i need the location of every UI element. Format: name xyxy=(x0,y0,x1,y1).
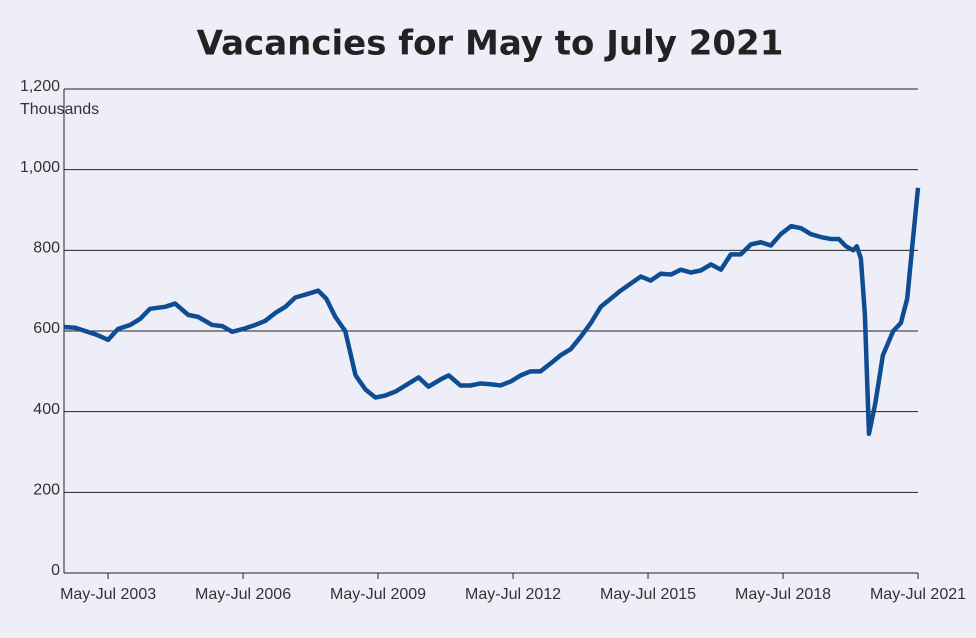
data-line xyxy=(63,187,921,437)
y-tick-label: 400 xyxy=(33,401,60,418)
x-tick-label: May-Jul 2021 xyxy=(870,586,966,603)
y-tick-label: 0 xyxy=(51,562,60,579)
y-tick-label: 800 xyxy=(33,240,60,257)
y-tick-label: 600 xyxy=(33,320,60,337)
x-tick-label: May-Jul 2015 xyxy=(600,586,696,603)
x-tick-label: May-Jul 2012 xyxy=(465,586,561,603)
y-tick-label: 1,200 xyxy=(20,78,60,95)
y-axis-label: Thousands xyxy=(20,101,99,118)
y-tick-label: 1,000 xyxy=(20,159,60,176)
x-tick-label: May-Jul 2009 xyxy=(330,586,426,603)
chart-title: Vacancies for May to July 2021 xyxy=(197,24,784,64)
y-tick-label: 200 xyxy=(33,482,60,499)
x-tick-label: May-Jul 2003 xyxy=(60,586,156,603)
x-tick-label: May-Jul 2006 xyxy=(195,586,291,603)
x-tick-label: May-Jul 2018 xyxy=(735,586,831,603)
